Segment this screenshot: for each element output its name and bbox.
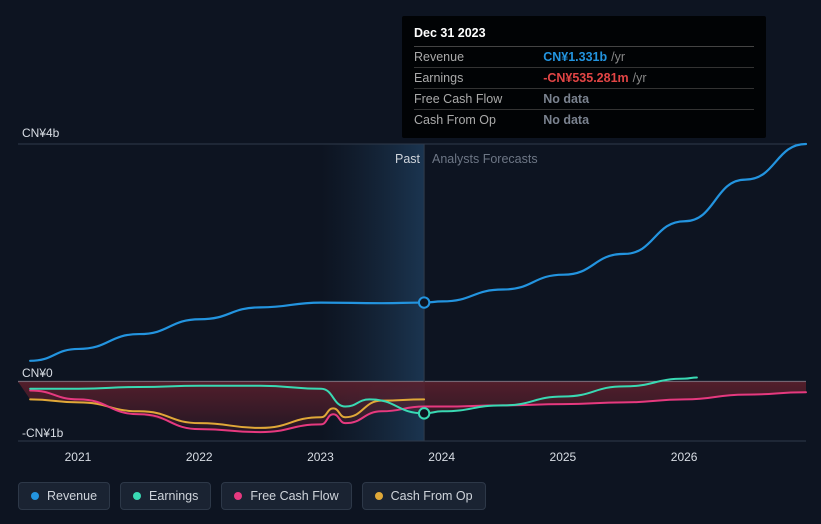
chart-legend: Revenue Earnings Free Cash Flow Cash From O… (18, 482, 486, 510)
legend-label: Revenue (47, 489, 97, 503)
legend-label: Earnings (149, 489, 198, 503)
y-axis-label: CN¥4b (22, 126, 59, 140)
tooltip-row-label: Earnings (414, 68, 543, 89)
x-axis-label: 2026 (671, 450, 698, 464)
tooltip-row: Free Cash FlowNo data (414, 89, 754, 110)
tooltip-row-value: No data (543, 89, 754, 110)
tooltip-row-value: -CN¥535.281m/yr (543, 68, 754, 89)
legend-dot-icon (234, 492, 242, 500)
tooltip-row: RevenueCN¥1.331b/yr (414, 47, 754, 68)
legend-label: Free Cash Flow (250, 489, 338, 503)
x-axis-label: 2023 (307, 450, 334, 464)
y-axis-label: -CN¥1b (22, 426, 63, 440)
legend-item-fcf[interactable]: Free Cash Flow (221, 482, 351, 510)
chart-tooltip: Dec 31 2023 RevenueCN¥1.331b/yrEarnings-… (402, 16, 766, 138)
tooltip-row: Cash From OpNo data (414, 110, 754, 131)
x-axis-label: 2024 (428, 450, 455, 464)
y-axis-label: CN¥0 (22, 366, 53, 380)
past-section-label: Past (395, 152, 420, 166)
tooltip-row-value: No data (543, 110, 754, 131)
tooltip-table: RevenueCN¥1.331b/yrEarnings-CN¥535.281m/… (414, 47, 754, 130)
x-axis-label: 2022 (186, 450, 213, 464)
financials-forecast-chart: Dec 31 2023 RevenueCN¥1.331b/yrEarnings-… (0, 0, 821, 524)
legend-item-earnings[interactable]: Earnings (120, 482, 211, 510)
x-axis-label: 2025 (550, 450, 577, 464)
legend-item-revenue[interactable]: Revenue (18, 482, 110, 510)
legend-dot-icon (133, 492, 141, 500)
tooltip-row-label: Revenue (414, 47, 543, 68)
forecast-section-label: Analysts Forecasts (432, 152, 538, 166)
legend-dot-icon (31, 492, 39, 500)
tooltip-row-label: Free Cash Flow (414, 89, 543, 110)
legend-item-cfo[interactable]: Cash From Op (362, 482, 486, 510)
legend-label: Cash From Op (391, 489, 473, 503)
legend-dot-icon (375, 492, 383, 500)
x-axis-label: 2021 (65, 450, 92, 464)
tooltip-row-value: CN¥1.331b/yr (543, 47, 754, 68)
tooltip-row: Earnings-CN¥535.281m/yr (414, 68, 754, 89)
tooltip-row-label: Cash From Op (414, 110, 543, 131)
tooltip-date: Dec 31 2023 (414, 26, 754, 47)
